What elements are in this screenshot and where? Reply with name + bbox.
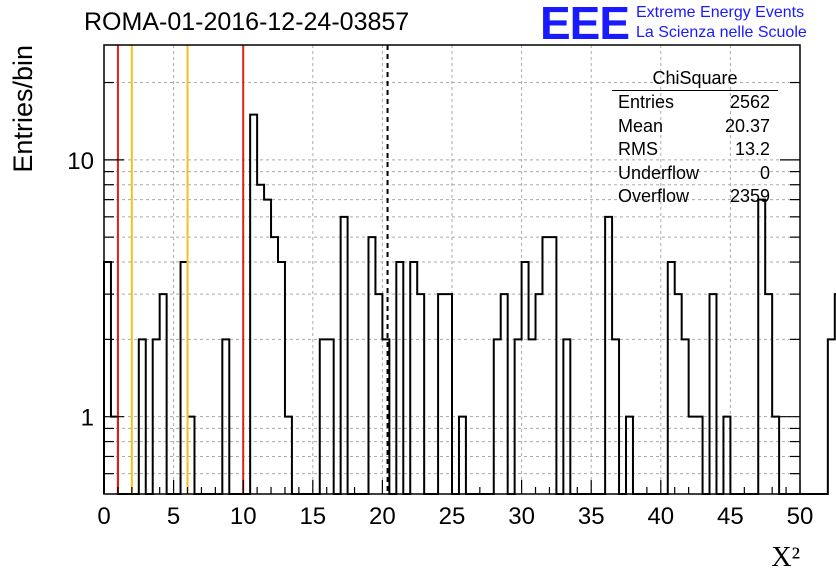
x-tick-label: 0 bbox=[97, 503, 110, 530]
stats-value: 2562 bbox=[729, 92, 770, 112]
stats-row-entries: Entries 2562 bbox=[612, 91, 778, 115]
logo-caption: Extreme Energy Events La Scienza nelle S… bbox=[636, 3, 807, 43]
stats-row-rms: RMS 13.2 bbox=[612, 138, 778, 162]
stats-row-underflow: Underflow 0 bbox=[612, 162, 778, 186]
y-tick-label: 10 bbox=[67, 148, 94, 175]
logo-caption-line1: Extreme Energy Events bbox=[636, 4, 805, 21]
run-title: ROMA-01-2016-12-24-03857 bbox=[84, 8, 410, 36]
histogram-series bbox=[103, 113, 836, 495]
stats-value: 0 bbox=[759, 162, 770, 183]
stats-label: Mean bbox=[618, 115, 664, 136]
stats-value: 2359 bbox=[729, 186, 770, 206]
stats-row-mean: Mean 20.37 bbox=[612, 115, 778, 139]
x-tick-label: 10 bbox=[230, 503, 257, 530]
stats-label: Underflow bbox=[618, 162, 700, 183]
x-tick-label: 50 bbox=[787, 503, 814, 530]
x-tick-label: 15 bbox=[299, 503, 326, 530]
stats-value: 13.2 bbox=[734, 139, 770, 159]
x-tick-label: 5 bbox=[167, 503, 180, 530]
stats-label: RMS bbox=[618, 139, 658, 159]
x-axis-label: X² bbox=[771, 542, 800, 572]
stats-value: 20.37 bbox=[724, 115, 770, 136]
stats-title: ChiSquare bbox=[612, 66, 778, 91]
eee-logo: EEE bbox=[540, 0, 630, 49]
x-tick-label: 25 bbox=[439, 503, 466, 530]
y-axis-label: Entries/bin bbox=[8, 45, 38, 173]
x-tick-label: 20 bbox=[369, 503, 396, 530]
x-tick-label: 40 bbox=[647, 503, 674, 530]
x-tick-label: 35 bbox=[578, 503, 605, 530]
logo-caption-line2: La Scienza nelle Scuole bbox=[636, 24, 807, 41]
y-tick-label: 1 bbox=[81, 405, 94, 432]
x-tick-label: 30 bbox=[508, 503, 535, 530]
x-tick-label: 45 bbox=[717, 503, 744, 530]
stats-box: ChiSquare Entries 2562 Mean 20.37 RMS 13… bbox=[612, 66, 778, 209]
stats-row-overflow: Overflow 2359 bbox=[612, 185, 778, 209]
stats-label: Entries bbox=[618, 92, 675, 112]
stats-label: Overflow bbox=[618, 186, 690, 206]
